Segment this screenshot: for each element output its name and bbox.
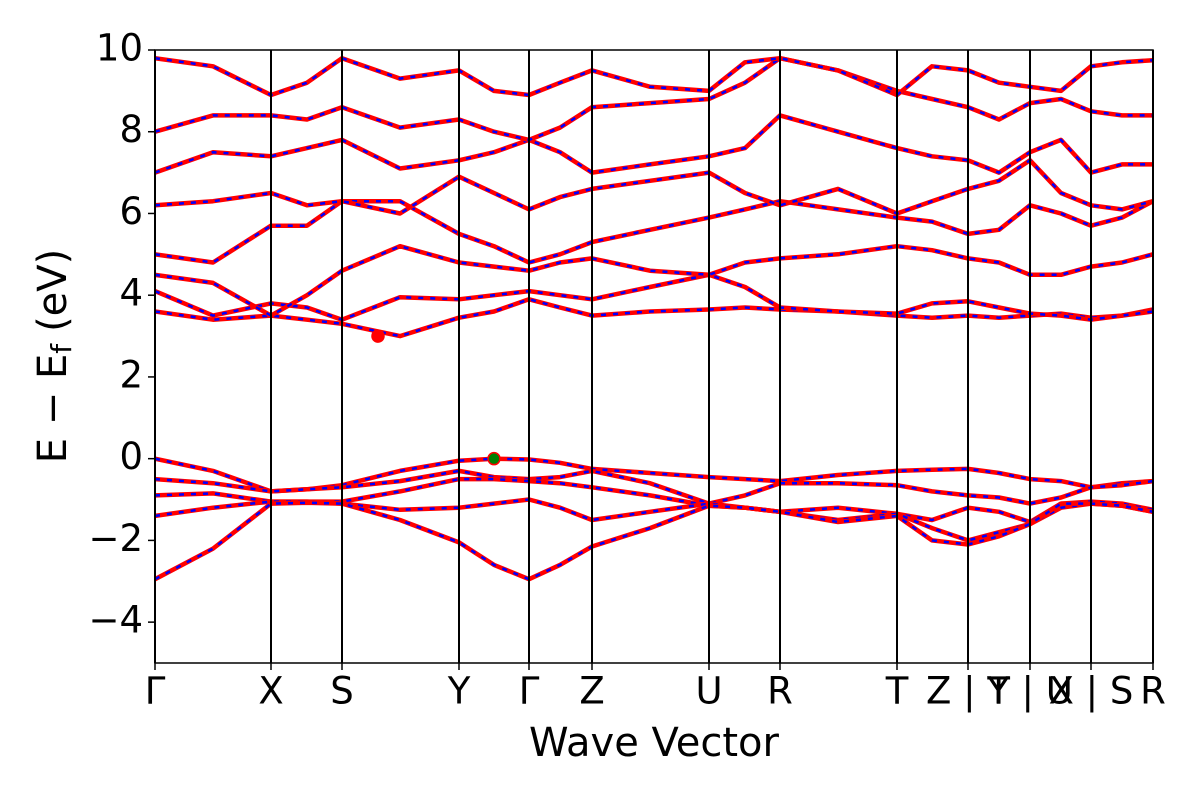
y-axis-label: E − Ef (eV)	[30, 249, 78, 464]
x-tick-label: T	[885, 670, 909, 713]
band-line	[155, 297, 1153, 339]
x-tick-label: Y	[447, 670, 471, 713]
band-line-overlay	[155, 56, 1153, 97]
plot-area	[155, 55, 1153, 582]
y-tick-label: 8	[119, 108, 143, 151]
x-tick-label: R	[767, 670, 793, 713]
x-tick-label: Y | U	[986, 670, 1073, 713]
y-label-main: E − E	[30, 354, 76, 464]
y-tick-label: −4	[88, 599, 143, 642]
x-tick-label: Z	[579, 670, 604, 713]
band-line	[155, 113, 1153, 175]
y-tick-label: 2	[119, 353, 143, 396]
y-tick-label: 0	[119, 435, 143, 478]
x-tick-label: U	[695, 670, 722, 713]
band-line	[155, 198, 1153, 265]
y-tick-label: −2	[88, 517, 143, 560]
x-tick-label: Γ	[519, 670, 540, 713]
band-edge-marker	[371, 329, 385, 343]
y-label-sub: f	[45, 343, 78, 354]
band-line	[155, 55, 1153, 98]
y-tick-label: 10	[96, 27, 143, 70]
x-tick-label: X | S	[1049, 670, 1134, 713]
band-line	[155, 55, 1153, 143]
x-tick-label: Γ	[145, 670, 166, 713]
x-tick-label: R	[1140, 670, 1166, 713]
band-edge-marker	[487, 451, 501, 466]
band-line-overlay	[155, 56, 1153, 142]
y-tick-label: 4	[119, 272, 143, 315]
x-tick-label: S	[330, 670, 354, 713]
y-tick-label: 6	[119, 190, 143, 233]
band-line-overlay	[155, 199, 1153, 264]
x-axis-label: Wave Vector	[529, 720, 780, 766]
axes-frame	[154, 49, 1154, 664]
x-tick-label: X	[258, 670, 283, 713]
y-label-unit: (eV)	[30, 249, 76, 332]
x-tick-label: Z | T	[926, 670, 1010, 713]
